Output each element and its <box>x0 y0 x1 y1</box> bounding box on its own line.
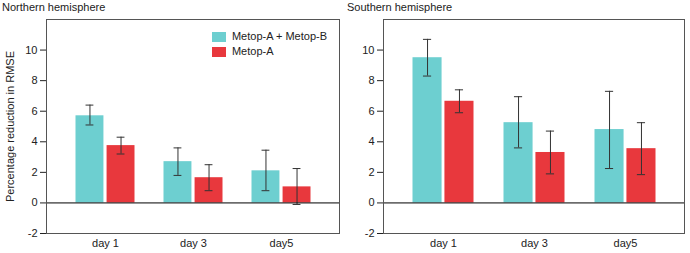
svg-text:day 1: day 1 <box>92 237 119 249</box>
svg-text:10: 10 <box>362 44 374 56</box>
svg-text:2: 2 <box>368 166 374 178</box>
svg-text:day 1: day 1 <box>430 237 457 249</box>
svg-text:day5: day5 <box>270 237 294 249</box>
html-text:Metop-A: Metop-A <box>231 45 274 57</box>
svg-text:day 3: day 3 <box>180 237 207 249</box>
svg-text:-2: -2 <box>28 227 38 239</box>
html-text:Northern hemisphere: Northern hemisphere <box>2 1 106 13</box>
svg-text:0: 0 <box>368 196 374 208</box>
svg-text:4: 4 <box>31 135 37 147</box>
svg-text:6: 6 <box>31 105 37 117</box>
svg-text:10: 10 <box>25 44 37 56</box>
svg-text:day5: day5 <box>614 237 638 249</box>
svg-text:2: 2 <box>31 166 37 178</box>
html-text:Southern hemisphere: Southern hemisphere <box>347 1 453 13</box>
svg-text:8: 8 <box>31 74 37 86</box>
svg-text:day 3: day 3 <box>521 237 548 249</box>
svg-text:4: 4 <box>368 135 374 147</box>
html-text:Metop-A + Metop-B: Metop-A + Metop-B <box>231 30 327 42</box>
svg-text:-2: -2 <box>365 227 375 239</box>
svg-text:8: 8 <box>368 74 374 86</box>
svg-text:6: 6 <box>368 105 374 117</box>
svg-text:0: 0 <box>31 196 37 208</box>
svg-text:Percentage reduction in RMSE: Percentage reduction in RMSE <box>4 51 16 202</box>
